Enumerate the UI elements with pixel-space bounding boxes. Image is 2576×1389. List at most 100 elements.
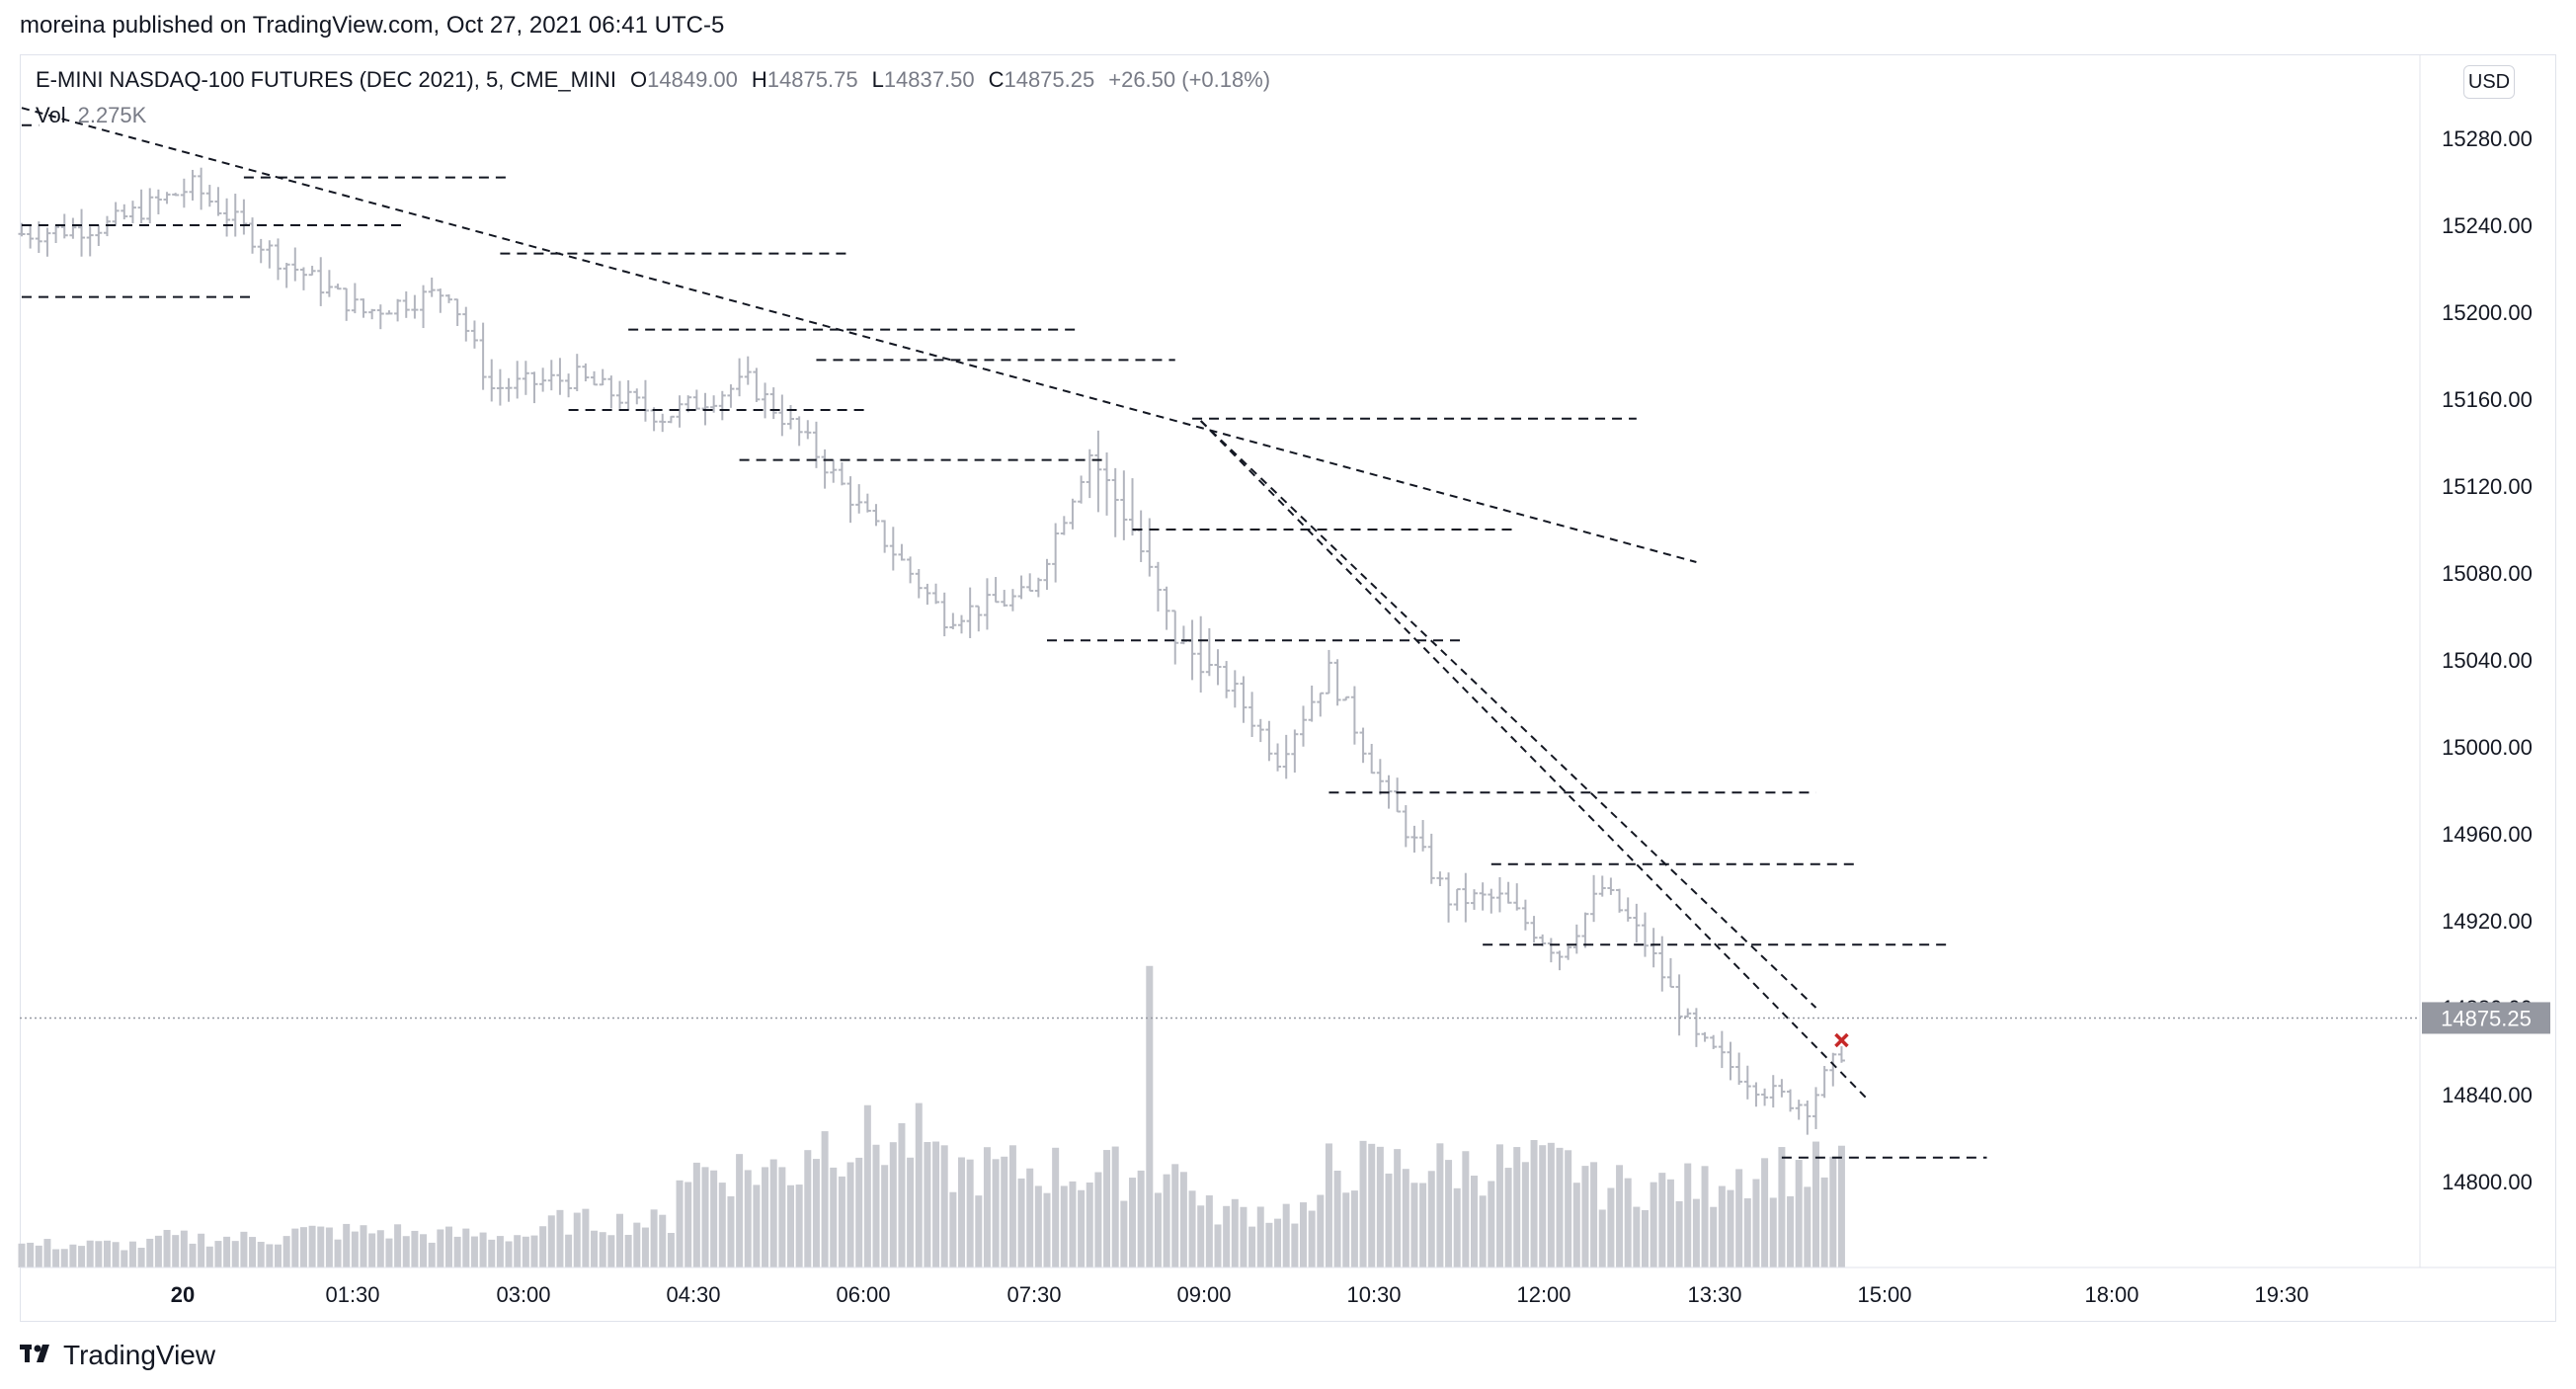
volume-bar: [1642, 1209, 1649, 1267]
price-bar: [1179, 625, 1187, 645]
volume-bar: [1197, 1205, 1205, 1267]
volume-bar: [334, 1239, 342, 1267]
volume-bar: [1137, 1170, 1145, 1267]
symbol-legend[interactable]: E-MINI NASDAQ-100 FUTURES (DEC 2021), 5,…: [36, 67, 1270, 93]
volume-bar: [1410, 1183, 1418, 1267]
volume-bar: [52, 1249, 60, 1267]
price-bar: [573, 354, 581, 392]
price-bar: [872, 504, 880, 527]
price-bar: [470, 320, 478, 349]
price-bar: [1642, 912, 1649, 957]
volume-bar: [624, 1234, 632, 1267]
price-bar: [1829, 1052, 1837, 1087]
price-bar: [1274, 743, 1282, 772]
volume-bar: [1350, 1190, 1358, 1267]
volume-bar: [266, 1244, 274, 1267]
price-bar: [1684, 1008, 1692, 1019]
volume-bar: [1368, 1143, 1376, 1267]
volume-bar: [778, 1167, 786, 1267]
volume-bar: [1710, 1206, 1718, 1267]
volume-bar: [1727, 1189, 1734, 1267]
price-bar: [27, 225, 35, 249]
volume-bar: [1231, 1198, 1239, 1267]
price-bar: [599, 368, 606, 386]
volume-bar: [1146, 965, 1154, 1267]
chart-frame[interactable]: [20, 54, 2556, 1322]
currency-button[interactable]: USD: [2463, 65, 2515, 99]
volume-bar: [804, 1150, 812, 1267]
time-tick-label: 07:30: [1006, 1282, 1061, 1307]
volume-bar: [180, 1230, 188, 1267]
price-bar: [334, 284, 342, 290]
price-bar: [343, 287, 351, 321]
volume-bar: [1829, 1156, 1837, 1267]
price-bar: [1471, 889, 1478, 910]
price-bar: [1436, 871, 1444, 887]
volume-bar: [1504, 1168, 1512, 1267]
volume-bar: [78, 1246, 86, 1267]
volume-bar: [1017, 1178, 1025, 1267]
price-bar: [667, 415, 675, 424]
price-bar: [624, 379, 632, 411]
price-bar: [1650, 928, 1657, 968]
time-tick-label: 12:00: [1516, 1282, 1570, 1307]
price-bar: [78, 208, 86, 257]
volume-bar: [727, 1195, 735, 1267]
volume-bar: [95, 1241, 103, 1267]
tradingview-logo[interactable]: TradingView: [20, 1340, 215, 1371]
price-bar: [855, 484, 863, 514]
volume-bar: [1300, 1202, 1307, 1267]
volume-bar: [1282, 1203, 1290, 1267]
time-tick-label: 09:00: [1176, 1282, 1231, 1307]
price-bar: [231, 194, 239, 237]
volume-bar: [488, 1239, 496, 1267]
price-bar: [1812, 1087, 1819, 1129]
volume-bar: [343, 1223, 351, 1267]
drawing-annotations[interactable]: [21, 107, 1987, 1159]
price-bar: [1572, 924, 1580, 954]
price-bar: [1240, 676, 1248, 723]
time-tick-label: 19:30: [2254, 1282, 2308, 1307]
price-bar: [1495, 876, 1503, 913]
volume-bar: [112, 1242, 120, 1267]
volume-bar: [1394, 1149, 1402, 1267]
price-bar: [1154, 561, 1162, 612]
price-bar: [1778, 1079, 1786, 1098]
price-bar: [530, 371, 538, 404]
price-bar: [1795, 1100, 1803, 1120]
volume-bar: [547, 1215, 555, 1267]
price-bar: [1325, 649, 1332, 694]
price-bar: [1111, 467, 1119, 537]
volume-bar: [676, 1180, 684, 1267]
volume-bar: [1078, 1189, 1086, 1267]
price-bar: [240, 199, 248, 235]
volume-bar: [1385, 1173, 1393, 1267]
price-bar: [1769, 1075, 1777, 1108]
price-bar: [607, 375, 615, 409]
volume-bar: [1598, 1209, 1606, 1267]
volume-bar: [1359, 1140, 1367, 1267]
price-bar: [992, 577, 1000, 604]
price-bar: [907, 556, 915, 584]
volume-bar: [1778, 1147, 1786, 1267]
price-bar: [146, 188, 154, 224]
price-bar: [565, 373, 573, 398]
price-bar: [128, 201, 136, 223]
volume-bar: [163, 1229, 171, 1267]
time-axis[interactable]: 20 01:30 03:00 04:30 06:00 07:30 09:00 10:30 12:…: [20, 1266, 2556, 1307]
volume-legend[interactable]: Vol 2.275K: [36, 103, 146, 128]
price-bar: [411, 294, 419, 319]
volume-bar: [1624, 1178, 1632, 1267]
price-tick-label: 14840.00: [2442, 1083, 2533, 1107]
symbol-name[interactable]: E-MINI NASDAQ-100 FUTURES (DEC 2021), 5,…: [36, 67, 617, 92]
price-bar: [1727, 1041, 1734, 1081]
price-bar: [1094, 430, 1102, 513]
volume-bar: [1633, 1206, 1641, 1267]
price-axis[interactable]: 15280.00 15240.00 15200.00 15160.00 15120.00…: [2419, 54, 2533, 1267]
volume-bar: [1837, 1145, 1845, 1267]
volume-bar: [1701, 1166, 1709, 1267]
volume-bar: [402, 1236, 410, 1267]
volume-bar: [1376, 1146, 1384, 1267]
price-bar: [1752, 1082, 1760, 1107]
